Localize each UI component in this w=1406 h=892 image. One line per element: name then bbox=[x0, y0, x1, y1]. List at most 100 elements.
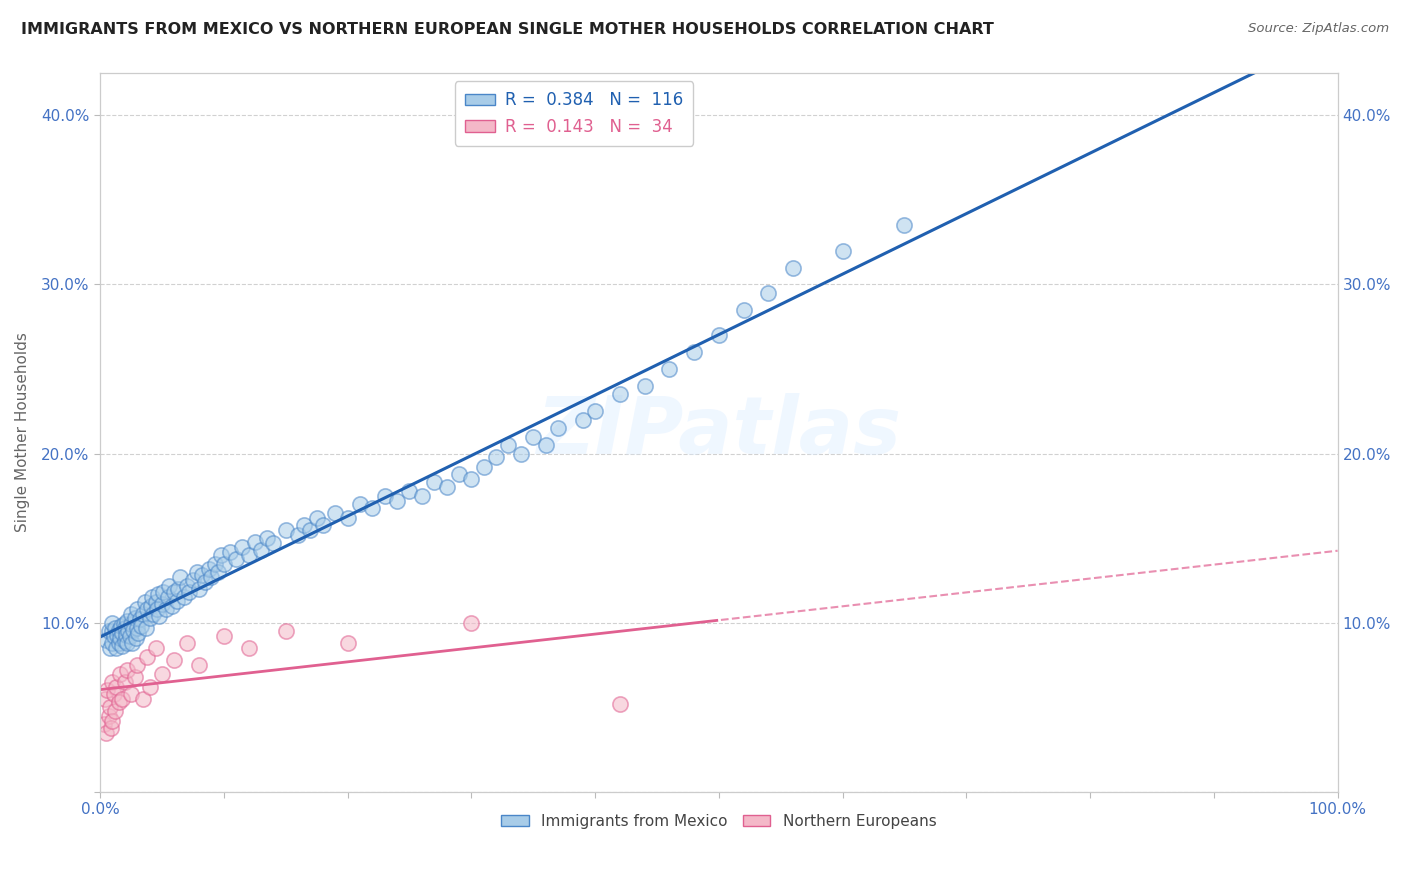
Point bbox=[105, 641, 128, 656]
Point bbox=[349, 497, 371, 511]
Point bbox=[98, 700, 121, 714]
Point bbox=[707, 328, 730, 343]
Point bbox=[124, 611, 146, 625]
Point bbox=[188, 658, 211, 673]
Point bbox=[212, 629, 235, 643]
Point bbox=[262, 536, 284, 550]
Point bbox=[292, 517, 315, 532]
Point bbox=[117, 663, 139, 677]
Point bbox=[323, 506, 346, 520]
Point bbox=[127, 626, 149, 640]
Point bbox=[212, 557, 235, 571]
Point bbox=[522, 430, 544, 444]
Point bbox=[93, 717, 115, 731]
Point bbox=[145, 595, 167, 609]
Point bbox=[398, 483, 420, 498]
Point bbox=[107, 623, 129, 637]
Point bbox=[148, 609, 170, 624]
Point bbox=[101, 615, 124, 630]
Point bbox=[120, 607, 142, 622]
Point bbox=[547, 421, 569, 435]
Point bbox=[155, 602, 177, 616]
Point bbox=[198, 562, 221, 576]
Point bbox=[146, 602, 169, 616]
Point bbox=[186, 565, 208, 579]
Point bbox=[111, 692, 134, 706]
Point bbox=[141, 591, 163, 605]
Point bbox=[107, 636, 129, 650]
Point bbox=[509, 447, 531, 461]
Point bbox=[128, 612, 150, 626]
Point bbox=[190, 568, 212, 582]
Point bbox=[633, 379, 655, 393]
Point bbox=[173, 591, 195, 605]
Point bbox=[312, 517, 335, 532]
Point bbox=[145, 641, 167, 656]
Point bbox=[160, 599, 183, 613]
Point bbox=[238, 548, 260, 562]
Point bbox=[194, 575, 217, 590]
Legend: Immigrants from Mexico, Northern Europeans: Immigrants from Mexico, Northern Europea… bbox=[495, 807, 942, 835]
Point bbox=[132, 692, 155, 706]
Point bbox=[104, 621, 127, 635]
Point bbox=[893, 219, 915, 233]
Point bbox=[460, 615, 482, 630]
Point bbox=[104, 704, 127, 718]
Point bbox=[472, 460, 495, 475]
Point bbox=[485, 450, 508, 464]
Point bbox=[436, 480, 458, 494]
Point bbox=[132, 607, 155, 622]
Point bbox=[782, 260, 804, 275]
Point bbox=[136, 649, 159, 664]
Point bbox=[135, 621, 157, 635]
Point bbox=[831, 244, 853, 258]
Point bbox=[111, 640, 134, 654]
Point bbox=[118, 629, 141, 643]
Point bbox=[583, 404, 606, 418]
Point bbox=[176, 578, 198, 592]
Point bbox=[207, 565, 229, 579]
Point bbox=[219, 545, 242, 559]
Point bbox=[287, 528, 309, 542]
Point bbox=[122, 623, 145, 637]
Point bbox=[274, 523, 297, 537]
Point bbox=[127, 602, 149, 616]
Point bbox=[167, 582, 190, 596]
Point bbox=[385, 494, 408, 508]
Point bbox=[105, 627, 128, 641]
Point bbox=[100, 721, 122, 735]
Point bbox=[299, 523, 322, 537]
Point bbox=[117, 624, 139, 639]
Point bbox=[336, 511, 359, 525]
Point bbox=[157, 591, 180, 605]
Point bbox=[94, 692, 117, 706]
Point bbox=[101, 624, 124, 639]
Point bbox=[498, 438, 520, 452]
Point bbox=[411, 489, 433, 503]
Text: IMMIGRANTS FROM MEXICO VS NORTHERN EUROPEAN SINGLE MOTHER HOUSEHOLDS CORRELATION: IMMIGRANTS FROM MEXICO VS NORTHERN EUROP… bbox=[21, 22, 994, 37]
Point bbox=[101, 636, 124, 650]
Point bbox=[150, 597, 173, 611]
Point bbox=[117, 636, 139, 650]
Point bbox=[129, 619, 152, 633]
Point bbox=[120, 617, 142, 632]
Point bbox=[571, 413, 593, 427]
Point bbox=[114, 621, 136, 635]
Point bbox=[101, 714, 124, 728]
Point bbox=[108, 631, 131, 645]
Point bbox=[238, 641, 260, 656]
Point bbox=[181, 574, 204, 588]
Point bbox=[166, 594, 188, 608]
Point bbox=[176, 636, 198, 650]
Point bbox=[274, 624, 297, 639]
Point bbox=[127, 621, 149, 635]
Text: ZIPatlas: ZIPatlas bbox=[536, 393, 901, 472]
Point bbox=[658, 362, 681, 376]
Point bbox=[114, 675, 136, 690]
Point bbox=[96, 725, 118, 739]
Point bbox=[209, 548, 232, 562]
Point bbox=[96, 683, 118, 698]
Point bbox=[200, 570, 222, 584]
Point bbox=[336, 636, 359, 650]
Point bbox=[134, 595, 156, 609]
